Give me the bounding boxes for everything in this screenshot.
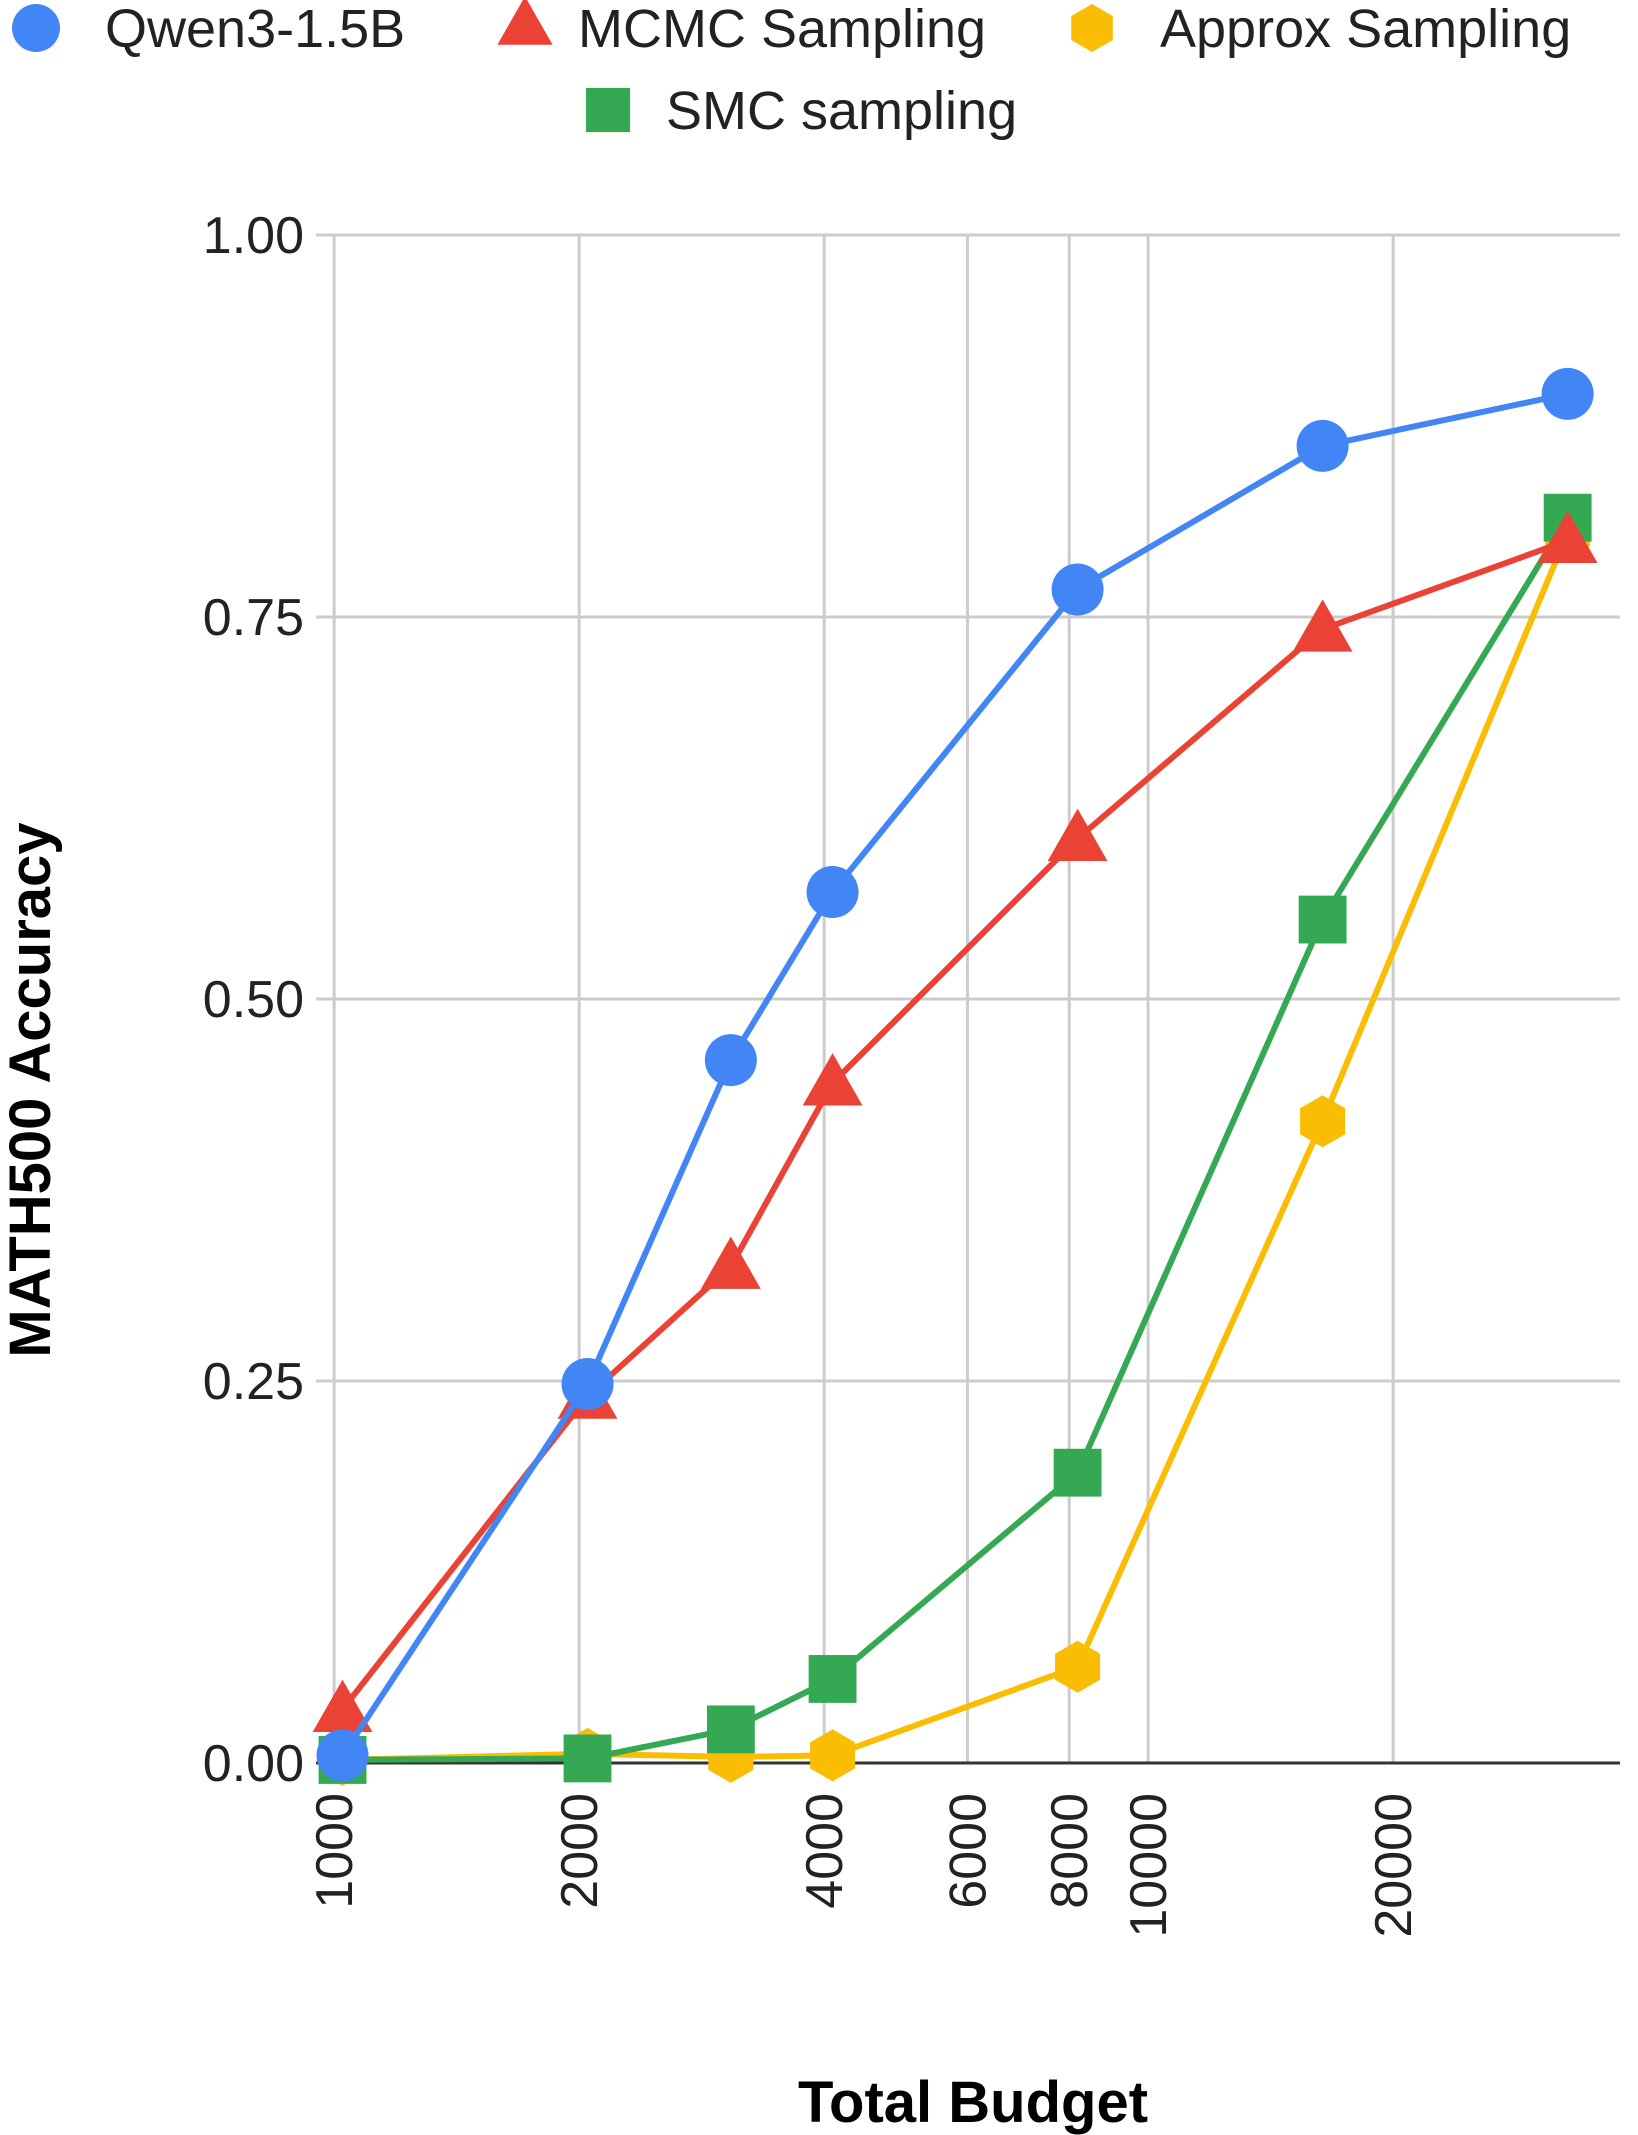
x-tick-label: 10000 (1120, 1793, 1178, 1938)
legend-item-smc-sampling: SMC sampling (585, 81, 1017, 141)
legend-marker (1071, 4, 1113, 52)
x-tick-label: 1000 (306, 1793, 364, 1909)
legend-label: SMC sampling (666, 81, 1017, 141)
grid (316, 233, 1620, 1765)
legend-marker (497, 0, 553, 45)
x-axis-title: Total Budget (798, 2070, 1148, 2135)
data-point (810, 1729, 856, 1782)
legend-item-approx-sampling: Approx Sampling (1071, 0, 1571, 59)
series-line (340, 537, 1569, 1712)
series-line (339, 390, 1569, 1758)
series-line (342, 516, 1571, 1763)
y-tick-label: 0.50 (203, 971, 304, 1029)
y-tick-label: 0.75 (203, 589, 304, 647)
legend-marker (12, 4, 60, 52)
legend-marker (585, 87, 631, 133)
x-tick-label: 8000 (1041, 1793, 1099, 1909)
data-point (1298, 895, 1347, 944)
plot-area (312, 367, 1598, 1786)
data-point (802, 1053, 863, 1106)
data-point (1541, 367, 1594, 420)
data-point (1051, 563, 1104, 616)
y-axis-title: MATH500 Accuracy (0, 822, 63, 1357)
legend: Qwen3-1.5B MCMC Sampling Approx Sampling SM… (12, 0, 1571, 141)
x-tick-label: 2000 (551, 1793, 609, 1909)
data-point (700, 1236, 761, 1289)
y-tick-label: 1.00 (203, 207, 304, 265)
data-point (561, 1358, 614, 1411)
y-tick-label: 0.25 (203, 1353, 304, 1411)
legend-item-mcmc-sampling: MCMC Sampling (497, 0, 986, 59)
legend-label: Approx Sampling (1160, 0, 1571, 59)
legend-item-qwen3-1-5b: Qwen3-1.5B (12, 0, 405, 59)
x-tick-label: 6000 (940, 1793, 998, 1909)
series-mcmc-sampling (312, 510, 1598, 1732)
data-point (1300, 1095, 1346, 1148)
data-point (1537, 510, 1598, 564)
data-point (1053, 1448, 1102, 1497)
data-point (563, 1734, 612, 1783)
series-qwen3-1-5b (316, 367, 1594, 1782)
series-smc-sampling (318, 493, 1592, 1784)
legend-label: MCMC Sampling (578, 0, 986, 59)
x-tick-label: 4000 (796, 1793, 854, 1909)
data-point (312, 1679, 373, 1732)
x-tick-label: 20000 (1365, 1793, 1423, 1938)
data-point (704, 1034, 757, 1087)
y-axis-ticks: 0.00 0.25 0.50 0.75 1.00 (203, 207, 304, 1793)
data-point (1055, 1640, 1101, 1693)
series-approx-sampling (319, 506, 1591, 1786)
legend-label: Qwen3-1.5B (105, 0, 405, 59)
data-point (316, 1729, 369, 1782)
data-point (808, 1655, 857, 1703)
y-tick-label: 0.00 (203, 1735, 304, 1793)
data-point (1296, 419, 1349, 472)
x-axis-ticks: 1000 2000 4000 6000 8000 10000 20000 (306, 1793, 1423, 1938)
data-point (1047, 808, 1108, 861)
data-point (1292, 599, 1353, 652)
data-point (706, 1705, 755, 1754)
data-point (806, 866, 859, 919)
